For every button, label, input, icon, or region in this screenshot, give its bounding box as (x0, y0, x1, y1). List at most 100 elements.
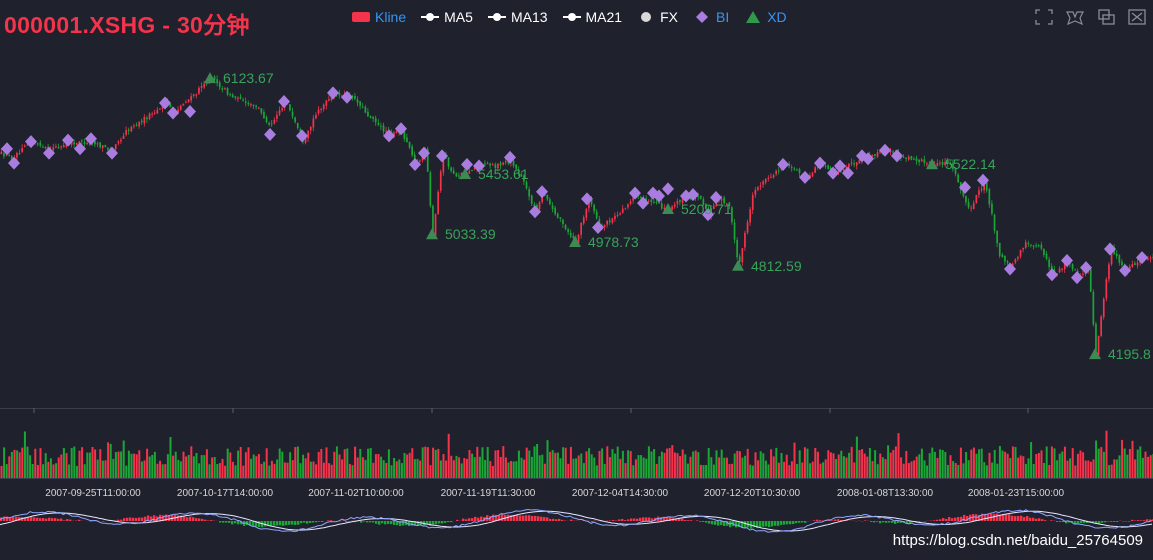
candle-body (621, 208, 624, 213)
macd-bar (318, 521, 321, 522)
macd-bar (723, 521, 726, 527)
volume-bar (985, 465, 988, 478)
macd-bar (543, 517, 546, 521)
macd-bar (768, 521, 771, 528)
macd-bar (162, 515, 165, 521)
candle-body (1006, 261, 1009, 264)
zoom-icon[interactable] (1034, 8, 1054, 26)
candle-body (816, 166, 819, 168)
volume-bar (10, 451, 13, 478)
chart-title: 000001.XSHG - 30分钟 (4, 12, 250, 38)
macd-bar (48, 517, 51, 521)
legend-item-kline[interactable]: Kline (352, 9, 406, 25)
candle-body (36, 143, 39, 145)
macd-bar (639, 517, 642, 521)
volume-bar (814, 448, 817, 478)
volume-bar (746, 448, 749, 478)
volume-bar (515, 461, 518, 478)
candle-body (130, 126, 133, 132)
macd-bar (282, 521, 285, 526)
macd-bar (705, 521, 708, 523)
volume-bar (333, 451, 336, 478)
candle-body (512, 160, 515, 166)
macd-bar (252, 521, 255, 527)
candle-body (1131, 263, 1134, 268)
candle-body (133, 125, 135, 127)
volume-bar (182, 451, 185, 478)
candle-body (650, 199, 653, 203)
volume-bar (530, 456, 533, 478)
candle-body (798, 169, 801, 174)
macd-bar (771, 521, 774, 527)
volume-bar (354, 446, 357, 478)
volume-bar (465, 458, 468, 478)
candle-body (504, 160, 507, 163)
xd-marker (459, 168, 471, 180)
candle-body (538, 202, 541, 210)
legend-item-ma5[interactable]: MA5 (421, 9, 473, 25)
volume-bar (1032, 463, 1035, 478)
candle-body (278, 110, 281, 115)
volume-bar (419, 460, 422, 478)
macd-bar (534, 515, 537, 521)
volume-bar (1079, 450, 1082, 478)
volume-bar (536, 443, 539, 478)
volume-bar (205, 449, 208, 478)
candle-body (679, 200, 681, 202)
save-image-icon[interactable] (1127, 8, 1147, 26)
macd-bar (1077, 521, 1080, 524)
candle-body (468, 170, 471, 174)
legend-item-ma21[interactable]: MA21 (562, 9, 622, 25)
candle-body (1071, 264, 1074, 269)
candle-body (757, 187, 759, 190)
volume-bar (653, 449, 656, 478)
candle-body (322, 104, 325, 110)
macd-bar (636, 518, 639, 521)
macd-bar (1071, 521, 1074, 523)
candle-body (962, 189, 965, 196)
candle-body (247, 102, 250, 105)
legend-item-bi[interactable]: BI (693, 9, 729, 25)
volume-bar (897, 433, 900, 478)
macd-bar (777, 521, 780, 526)
volume-bar (712, 464, 715, 478)
volume-bar (965, 452, 968, 478)
macd-bar (519, 515, 522, 521)
candle-body (205, 82, 208, 85)
legend-diamond-icon (695, 11, 708, 23)
macd-bar (1008, 514, 1011, 521)
bi-marker (536, 185, 548, 199)
volume-bar (16, 450, 19, 478)
volume-bar (881, 457, 884, 478)
candle-body (187, 99, 190, 103)
macd-bar (399, 521, 402, 527)
candle-body (697, 196, 699, 198)
legend-item-ma13[interactable]: MA13 (487, 9, 548, 25)
volume-bar (1050, 446, 1053, 478)
bi-marker (834, 159, 846, 173)
candle-body (980, 188, 983, 191)
restore-icon[interactable] (1096, 8, 1116, 26)
macd-bar (471, 518, 474, 521)
macd-bar (270, 521, 273, 526)
candle-body (590, 199, 593, 205)
volume-bar (244, 452, 247, 478)
macd-bar (3, 516, 6, 521)
volume-bar (837, 454, 840, 478)
zoom-reset-icon[interactable] (1065, 8, 1085, 26)
bi-marker (629, 186, 641, 200)
legend-item-xd[interactable]: XD (744, 9, 787, 25)
macd-bar (558, 518, 561, 521)
candle-body (499, 162, 502, 166)
legend-item-fx[interactable]: FX (637, 9, 678, 25)
macd-bar (195, 518, 198, 521)
volume-bar (575, 458, 578, 478)
volume-bar (764, 460, 767, 478)
candle-body (983, 181, 985, 191)
candle-body (239, 96, 242, 99)
volume-bar (452, 460, 455, 478)
candle-body (907, 156, 910, 160)
macd-bar (819, 520, 822, 521)
volume-bar (335, 446, 338, 478)
